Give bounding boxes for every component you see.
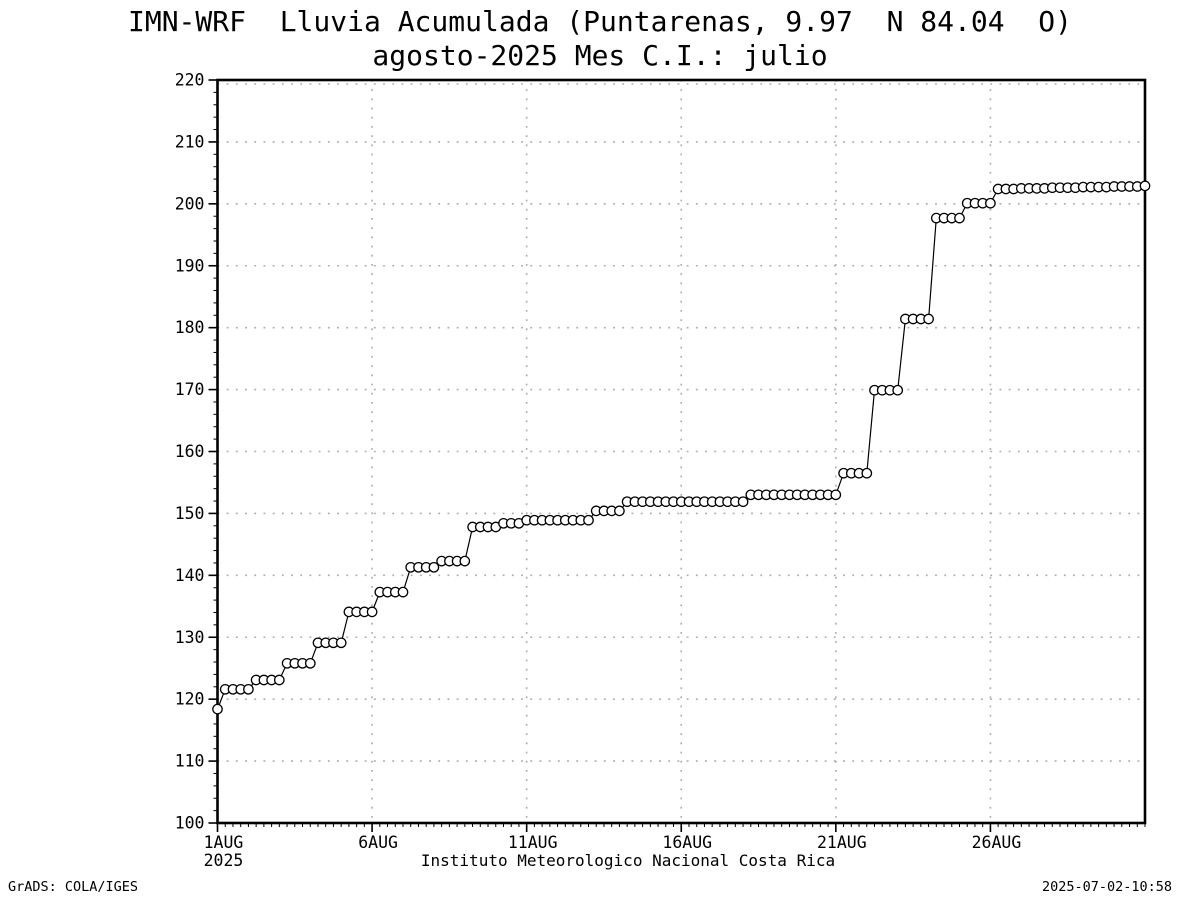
- svg-text:160: 160: [175, 442, 205, 461]
- svg-text:190: 190: [175, 256, 205, 275]
- svg-text:16AUG: 16AUG: [662, 833, 712, 852]
- svg-text:11AUG: 11AUG: [508, 833, 558, 852]
- y-axis-labels: 100 110 120 130 140 150 160 170 180 190 200 210 220: [175, 71, 205, 833]
- timestamp-label: 2025-07-02-10:58: [1041, 879, 1172, 895]
- chart-subtitle: agosto-2025 Mes C.I.: julio: [372, 39, 828, 72]
- svg-text:210: 210: [175, 132, 205, 151]
- grads-credit-label: GrADS: COLA/IGES: [8, 879, 139, 895]
- x-axis-ticks: [216, 823, 1146, 832]
- svg-text:220: 220: [175, 71, 205, 90]
- svg-text:6AUG: 6AUG: [358, 833, 398, 852]
- svg-text:200: 200: [175, 194, 205, 213]
- svg-text:110: 110: [175, 752, 205, 771]
- chart-title: IMN-WRF Lluvia Acumulada (Puntarenas, 9.…: [127, 5, 1072, 38]
- series-markers: [212, 180, 1151, 715]
- svg-text:120: 120: [175, 690, 205, 709]
- y-axis-ticks: [208, 79, 218, 824]
- svg-text:21AUG: 21AUG: [817, 833, 867, 852]
- svg-text:1AUG: 1AUG: [204, 833, 244, 852]
- svg-text:130: 130: [175, 628, 205, 647]
- svg-text:2025: 2025: [204, 851, 244, 870]
- svg-text:100: 100: [175, 814, 205, 833]
- svg-text:180: 180: [175, 318, 205, 337]
- svg-text:170: 170: [175, 380, 205, 399]
- svg-text:150: 150: [175, 504, 205, 523]
- svg-text:140: 140: [175, 566, 205, 585]
- footer-institute-label: Instituto Meteorologico Nacional Costa R…: [420, 851, 836, 870]
- svg-text:26AUG: 26AUG: [972, 833, 1022, 852]
